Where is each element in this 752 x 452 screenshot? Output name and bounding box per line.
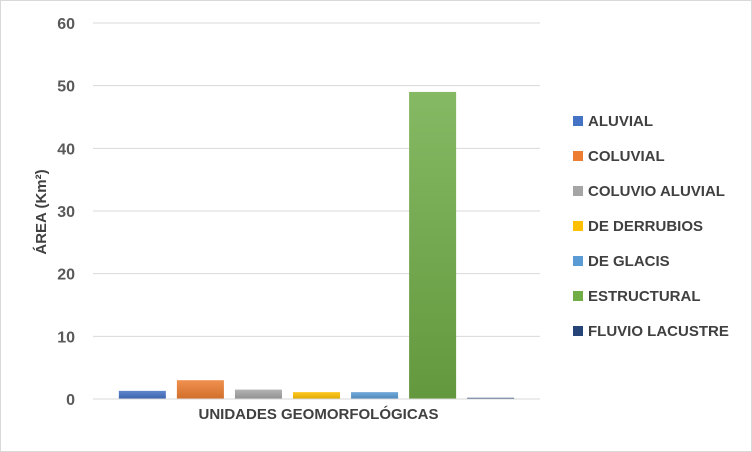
bar-de-derrubios [292, 392, 341, 399]
y-tick-label: 50 [57, 79, 75, 96]
bar-aluvial [118, 390, 166, 399]
bar-de-glacis [351, 392, 399, 399]
legend-label: FLUVIO LACUSTRE [588, 323, 729, 340]
legend-label: COLUVIO ALUVIAL [588, 183, 725, 200]
legend-label: ESTRUCTURAL [588, 288, 701, 305]
bar-fluvio-lacustre [467, 397, 515, 399]
bar-coluvio-aluvial [234, 389, 282, 399]
y-axis-title: ÁREA (Km²) [33, 169, 50, 254]
legend-label: DE GLACIS [588, 253, 670, 270]
legend-swatch [573, 116, 583, 126]
y-tick-label: 30 [57, 204, 75, 221]
y-tick-label: 40 [57, 141, 75, 158]
legend-swatch [573, 186, 583, 196]
bar-coluvial [176, 380, 224, 399]
legend-swatch [573, 256, 583, 266]
legend-label: COLUVIAL [588, 148, 665, 165]
legend-label: DE DERRUBIOS [588, 218, 703, 235]
y-tick-label: 60 [57, 16, 75, 33]
legend-swatch [573, 151, 583, 161]
y-tick-label: 0 [66, 392, 75, 409]
y-axis-tick-labels: 0 10 20 30 40 50 60 [57, 16, 75, 409]
legend-swatch [573, 221, 583, 231]
legend: ALUVIAL COLUVIAL COLUVIO ALUVIAL DE DERRUBI… [573, 113, 729, 340]
y-tick-label: 10 [57, 329, 75, 346]
x-axis-title: UNIDADES GEOMORFOLÓGICAS [198, 405, 438, 423]
gridlines [93, 22, 540, 337]
y-tick-label: 20 [57, 267, 75, 284]
legend-swatch [573, 291, 583, 301]
bars [118, 91, 515, 399]
legend-swatch [573, 326, 583, 336]
legend-label: ALUVIAL [588, 113, 653, 130]
bar-estructural [409, 91, 457, 399]
